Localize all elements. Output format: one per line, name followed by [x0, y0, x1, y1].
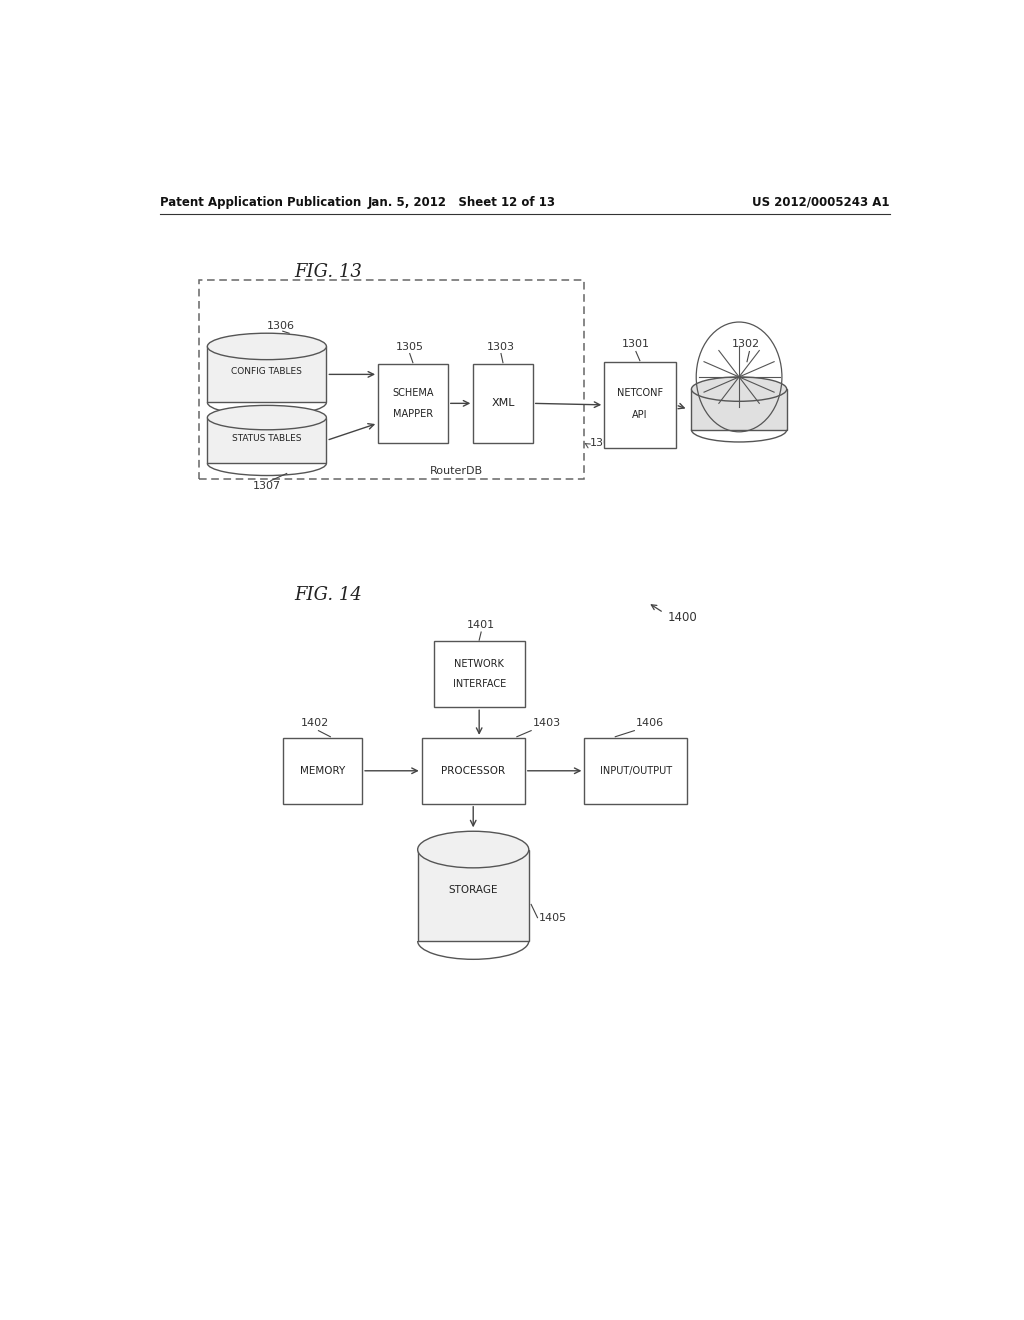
Text: MEMORY: MEMORY — [300, 766, 345, 776]
Text: XML: XML — [492, 399, 515, 408]
FancyBboxPatch shape — [207, 417, 327, 463]
Text: STATUS TABLES: STATUS TABLES — [232, 434, 302, 444]
Text: STORAGE: STORAGE — [449, 886, 498, 895]
Text: CONFIG TABLES: CONFIG TABLES — [231, 367, 302, 376]
FancyBboxPatch shape — [207, 346, 327, 403]
FancyBboxPatch shape — [691, 389, 786, 430]
Text: PROCESSOR: PROCESSOR — [441, 766, 505, 776]
FancyBboxPatch shape — [433, 642, 524, 708]
Text: 1400: 1400 — [668, 611, 697, 624]
Text: 1303: 1303 — [487, 342, 515, 351]
Ellipse shape — [418, 832, 528, 867]
FancyBboxPatch shape — [473, 364, 532, 444]
Text: INTERFACE: INTERFACE — [453, 680, 506, 689]
FancyBboxPatch shape — [604, 362, 676, 447]
Text: SCHEMA: SCHEMA — [392, 388, 433, 399]
Text: 1406: 1406 — [636, 718, 664, 727]
Text: FIG. 13: FIG. 13 — [295, 263, 362, 281]
Text: Jan. 5, 2012   Sheet 12 of 13: Jan. 5, 2012 Sheet 12 of 13 — [368, 195, 555, 209]
Text: 1401: 1401 — [467, 620, 496, 630]
Text: RouterDB: RouterDB — [430, 466, 482, 475]
Text: INPUT/OUTPUT: INPUT/OUTPUT — [600, 766, 672, 776]
Text: FIG. 14: FIG. 14 — [295, 586, 362, 605]
Text: 1302: 1302 — [731, 339, 760, 350]
FancyBboxPatch shape — [283, 738, 362, 804]
Text: MAPPER: MAPPER — [393, 408, 433, 418]
Text: NETCONF: NETCONF — [616, 388, 663, 397]
FancyBboxPatch shape — [585, 738, 687, 804]
Text: 1405: 1405 — [539, 912, 567, 923]
Ellipse shape — [207, 405, 327, 430]
Text: API: API — [632, 411, 647, 420]
FancyBboxPatch shape — [418, 850, 528, 941]
Text: NETWORK: NETWORK — [455, 659, 504, 669]
FancyBboxPatch shape — [378, 364, 447, 444]
Text: 1306: 1306 — [267, 321, 295, 331]
FancyBboxPatch shape — [422, 738, 524, 804]
Text: 1307: 1307 — [253, 480, 281, 491]
Ellipse shape — [207, 333, 327, 359]
Text: 1402: 1402 — [300, 718, 329, 727]
Text: US 2012/0005243 A1: US 2012/0005243 A1 — [753, 195, 890, 209]
Text: 1305: 1305 — [395, 342, 424, 351]
Text: 1301: 1301 — [622, 339, 650, 350]
Ellipse shape — [691, 378, 786, 401]
Text: 1403: 1403 — [532, 718, 561, 727]
Text: Patent Application Publication: Patent Application Publication — [160, 195, 361, 209]
Text: 1304: 1304 — [590, 438, 618, 447]
